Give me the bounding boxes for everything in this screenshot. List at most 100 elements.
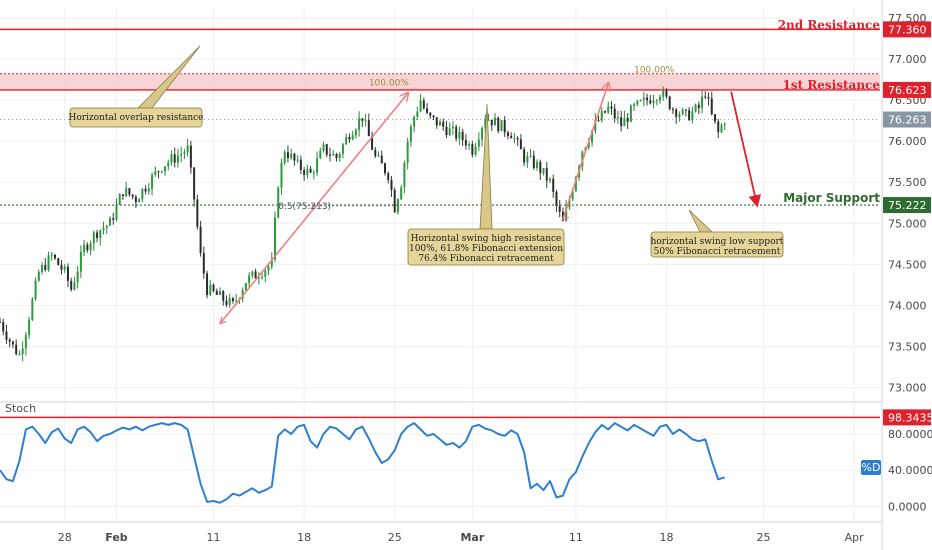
candle-body [257,277,260,279]
candle-body [367,120,370,137]
candle-body [115,204,118,220]
candle-body [468,144,471,146]
time-tick-label: 25 [757,531,771,544]
price-tick-label: 73.500 [888,341,927,354]
candle-body [519,139,522,150]
level-tag-2: 75.222 [888,199,927,212]
candle-body [244,283,247,291]
candle-body [8,339,11,342]
candle-body [86,244,89,251]
candle-body [274,217,276,260]
candle-body [500,120,503,132]
candle-body [662,90,665,97]
candle-body [283,152,286,163]
candle-body [701,96,704,109]
resistance-zone [0,73,880,91]
stoch-overbought-tag: 98.3435 [888,411,932,424]
stochastic-d-badge [861,460,881,475]
candle-body [345,136,348,145]
candle-body [332,154,335,156]
candle-body [50,254,53,256]
candle-body [164,166,166,172]
major-support-label: Major Support [783,191,880,205]
candle-body [684,109,687,111]
candle-body [494,117,496,126]
candle-body [649,100,652,104]
candle-body [694,104,697,112]
candle-body [445,126,448,136]
price-tick-label: 76.000 [888,135,927,148]
candle-body [316,158,319,173]
candle-body [173,154,176,163]
candle-body [202,252,205,274]
candle-body [193,167,196,200]
candle-body [319,150,322,159]
candle-body [121,194,124,196]
candle-body [83,244,86,253]
drawings: 100.00% 100.00% 0.5(75.213) [219,66,761,325]
candle-body [147,188,150,192]
candle-body [34,280,37,300]
stoch-overbought-tag-bg [883,409,931,426]
candle-body [264,270,267,277]
fib-swing-arrow-0 [219,93,408,325]
candle-body [112,218,115,220]
candle-body [613,108,616,119]
second-resistance-label: 2nd Resistance [778,18,881,32]
candle-body [293,153,296,161]
candle-body [183,152,186,155]
candle-body [251,271,254,276]
candle-body [322,144,325,151]
candle-body [79,252,82,272]
candle-body [704,96,707,98]
candle-body [102,227,105,231]
candle-body [364,120,367,122]
candle-body [199,226,202,253]
candle-body [513,138,516,140]
axes: 77.50077.00076.50076.00075.50075.00074.5… [58,12,932,544]
callout-text-1-1: 100%, 61.8% Fibonacci extension [409,244,563,254]
candle-body [555,191,558,207]
candle-body [351,135,354,140]
candle-body [419,100,422,112]
candle-body [432,115,435,118]
candle-body [348,136,351,140]
candle-body [396,199,399,213]
candle-body [296,159,299,161]
candle-body [484,119,487,129]
candle-body [723,124,726,126]
candle-body [387,173,390,180]
fib-label-100-b: 100.00% [634,66,674,76]
candle-body [57,258,60,266]
candle-body [170,154,173,163]
candle-body [659,96,661,101]
callout-text-1-0: Horizontal swing high resistance [411,234,562,244]
candle-body [309,168,312,173]
candle-body [655,100,658,102]
candle-body [5,331,8,340]
candle-body [451,126,454,129]
candle-body [128,188,131,195]
candle-body [526,156,529,163]
time-tick-label: 11 [569,531,583,544]
candle-body [47,255,50,270]
candle-body [11,341,14,345]
candle-body [335,154,338,159]
candle-body [154,171,157,175]
candle-body [536,161,539,168]
candle-body [134,196,137,203]
candle-body [299,159,302,171]
candle-body [455,126,458,139]
candle-body [442,121,445,127]
candle-body [125,188,128,196]
candle-body [37,272,40,281]
fib-swing-tail-0 [219,316,227,325]
candle-body [678,114,681,117]
candle-body [623,117,626,127]
candle-body [503,120,506,133]
candle-body [290,153,293,158]
candle-body [688,110,691,121]
candle-body [329,154,331,156]
projection-arrow [730,91,761,208]
candle-body [380,155,383,164]
